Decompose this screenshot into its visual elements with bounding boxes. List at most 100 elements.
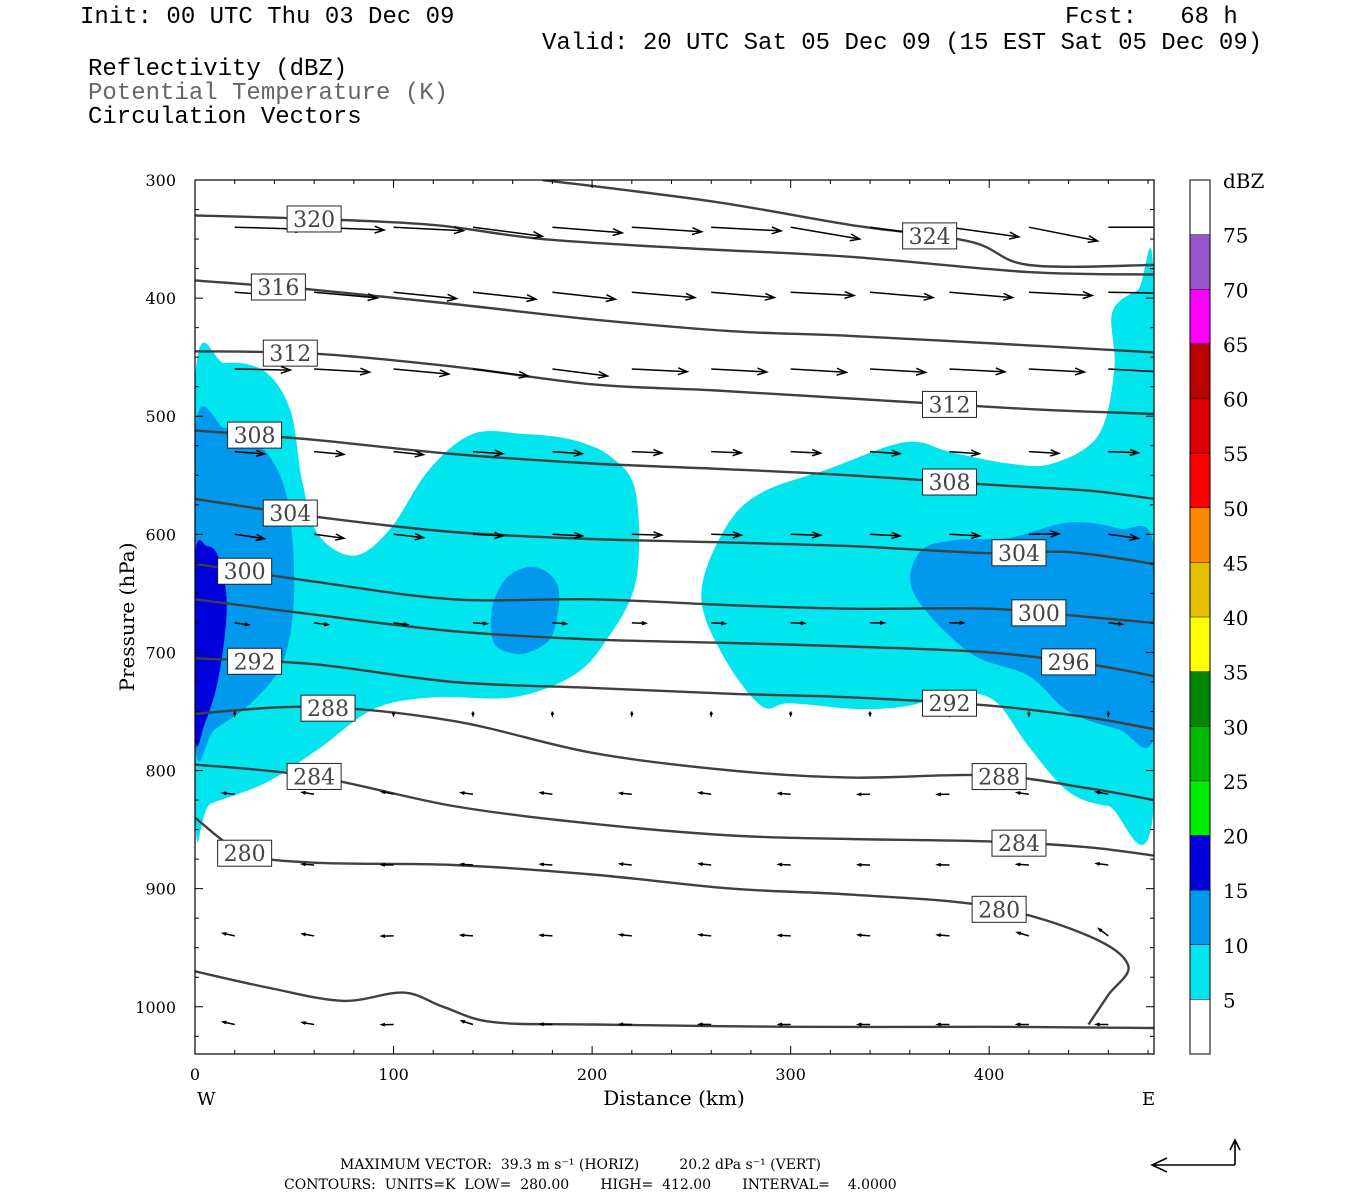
- colorbar-label: 40: [1223, 606, 1248, 630]
- circulation-vector: [631, 291, 698, 301]
- circulation-vector: [855, 1022, 871, 1027]
- circulation-vector: [234, 622, 251, 627]
- circulation-vector: [1096, 927, 1109, 937]
- y-tick-label: 500: [145, 407, 176, 426]
- circulation-vector: [630, 711, 634, 718]
- circulation-vector: [1028, 226, 1100, 244]
- circulation-vector: [711, 367, 769, 376]
- circulation-vector: [697, 933, 712, 937]
- circulation-vector: [472, 368, 531, 379]
- circulation-vector: [870, 291, 936, 301]
- theta-contour-292: [195, 657, 1154, 731]
- contour-label-box: [217, 839, 273, 867]
- circulation-vector: [552, 368, 610, 379]
- contour-label: 300: [1018, 602, 1060, 627]
- circulation-vector: [617, 1022, 632, 1027]
- colorbar-label: 5: [1223, 988, 1236, 1012]
- forecast-hour: Fcst: 68 h: [1065, 4, 1238, 31]
- circulation-vector: [314, 533, 347, 541]
- circulation-vector: [550, 711, 555, 718]
- circulation-vector: [711, 621, 728, 626]
- contour-label: 288: [307, 697, 349, 722]
- circulation-vector: [790, 367, 849, 376]
- contour-label: 296: [1048, 651, 1090, 676]
- reflectivity-region-10dbz: [910, 522, 1154, 749]
- circulation-vector: [393, 622, 410, 627]
- circulation-vector: [949, 620, 966, 626]
- circulation-vector: [472, 291, 539, 303]
- circulation-vector: [472, 531, 506, 540]
- x-axis-label: Distance (km): [603, 1086, 745, 1110]
- contour-label-box: [1041, 648, 1097, 676]
- circulation-vector: [617, 862, 632, 867]
- colorbar-label: 35: [1223, 661, 1248, 685]
- circulation-vector: [949, 226, 1021, 240]
- y-tick-label: 1000: [135, 998, 176, 1017]
- circulation-vector: [776, 933, 791, 938]
- contour-label-box: [262, 499, 318, 527]
- circulation-vector: [1028, 367, 1087, 376]
- colorbar-label: 45: [1223, 551, 1248, 575]
- circulation-vector: [1094, 790, 1109, 795]
- colorbar-label: 10: [1223, 934, 1248, 958]
- contour-label-box: [921, 390, 977, 418]
- circulation-vector: [459, 1019, 474, 1026]
- colorbar-swatch: [1190, 726, 1210, 781]
- circulation-vector: [458, 933, 474, 938]
- circulation-vector: [1106, 711, 1111, 718]
- circulation-vector: [631, 226, 704, 236]
- x-tick-label: 100: [378, 1065, 409, 1084]
- y-tick-label: 400: [145, 289, 176, 308]
- circulation-vector: [472, 621, 490, 626]
- circulation-vector: [788, 711, 793, 718]
- circulation-vector: [870, 620, 887, 626]
- circulation-vector: [552, 291, 618, 303]
- circulation-vector: [1094, 861, 1109, 866]
- circulation-vector: [393, 226, 466, 235]
- circulation-vector: [631, 448, 665, 457]
- circulation-vector: [790, 290, 857, 300]
- colorbar-swatch: [1190, 343, 1210, 399]
- circulation-vector: [220, 1020, 235, 1026]
- circulation-vector: [617, 933, 632, 937]
- circulation-vector: [393, 450, 426, 458]
- contour-label-box: [971, 763, 1027, 791]
- circulation-vector: [855, 792, 871, 797]
- circulation-vector: [776, 791, 791, 796]
- x-tick-label: 300: [775, 1065, 806, 1084]
- circulation-vector: [379, 934, 394, 939]
- circulation-vector: [393, 291, 459, 302]
- x-right-end-label: E: [1142, 1089, 1155, 1110]
- contour-label: 300: [224, 560, 266, 585]
- circulation-vector: [870, 531, 903, 540]
- circulation-vector: [1108, 533, 1141, 542]
- circulation-vector: [538, 1022, 553, 1027]
- y-axis-label: Pressure (hPa): [115, 543, 139, 692]
- circulation-vector: [300, 790, 315, 795]
- circulation-vector: [855, 862, 871, 867]
- circulation-vector: [935, 933, 950, 938]
- contour-label: 308: [234, 424, 276, 449]
- contour-label-box: [300, 694, 356, 722]
- circulation-vector: [1094, 1022, 1109, 1027]
- circulation-vector: [790, 531, 823, 539]
- circulation-vector: [393, 532, 426, 541]
- circulation-vector: [220, 932, 235, 937]
- circulation-vector: [631, 367, 690, 376]
- contour-label: 316: [257, 276, 299, 301]
- circulation-vector: [538, 862, 553, 867]
- contour-label: 304: [269, 502, 311, 527]
- circulation-vector: [552, 531, 585, 540]
- contour-label-box: [286, 762, 342, 790]
- circulation-vector: [790, 448, 823, 457]
- circulation-vector: [1028, 290, 1095, 300]
- circulation-vector: [949, 531, 982, 540]
- y-tick-label: 800: [145, 762, 176, 781]
- reflectivity-region-15dbz: [195, 540, 227, 747]
- colorbar-swatch: [1190, 890, 1210, 945]
- circulation-vector: [709, 711, 713, 718]
- circulation-vector: [1014, 791, 1029, 795]
- circulation-vector: [697, 1022, 712, 1027]
- colorbar-label: 20: [1223, 825, 1248, 849]
